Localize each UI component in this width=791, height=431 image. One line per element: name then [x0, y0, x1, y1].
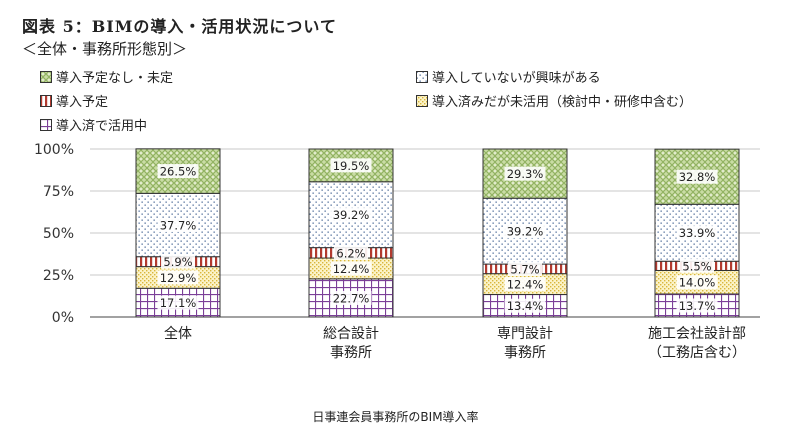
data-label: 29.3%: [507, 167, 544, 181]
data-label: 5.7%: [510, 262, 539, 276]
x-tick-label-line: 施工会社設計部: [648, 326, 746, 342]
data-label: 37.7%: [160, 219, 197, 233]
data-label-bg: [680, 258, 714, 273]
x-tick-label-line: 専門設計: [497, 326, 553, 342]
x-tick-label: 総合設計 事務所: [281, 325, 421, 363]
data-label: 17.1%: [160, 296, 197, 310]
y-tick-label: 25%: [43, 268, 74, 284]
legend-label-unused: 導入済みだが未活用（検討中・研修中含む）: [432, 95, 693, 110]
y-tick-label: 0%: [52, 310, 74, 326]
data-label-bg: [157, 164, 199, 179]
data-label-bg: [157, 218, 199, 233]
data-label-bg: [161, 254, 195, 269]
data-label: 33.9%: [679, 226, 716, 240]
data-label-bg: [504, 224, 546, 239]
data-label: 39.2%: [507, 225, 544, 239]
data-label-bg: [504, 166, 546, 181]
data-label: 26.5%: [160, 165, 197, 179]
data-label-bg: [334, 245, 368, 260]
x-tick-label-line: 事務所: [330, 345, 372, 361]
data-label-bg: [676, 169, 718, 184]
data-label: 6.2%: [336, 246, 365, 260]
bar-segment: [308, 278, 394, 318]
data-label-bg: [330, 158, 372, 173]
legend-item-no-plan: 導入予定なし・未定: [40, 67, 173, 86]
legend-item-interested: 導入していないが興味がある: [416, 67, 601, 86]
data-label: 39.2%: [333, 208, 370, 222]
data-label-bg: [676, 298, 718, 313]
data-label-bg: [330, 261, 372, 276]
y-tick-label: 50%: [43, 226, 74, 242]
y-tick-label: 75%: [43, 184, 74, 200]
x-tick-label-line: 総合設計: [323, 326, 379, 342]
x-tick-label-line: 全体: [164, 326, 192, 342]
data-label-bg: [676, 225, 718, 240]
legend-label-planned: 導入予定: [56, 95, 109, 110]
legend-label-active: 導入済で活用中: [56, 119, 148, 134]
data-label: 32.8%: [679, 170, 716, 184]
legend-item-unused: 導入済みだが未活用（検討中・研修中含む）: [416, 91, 692, 110]
legend-item-planned: 導入予定: [40, 91, 108, 110]
data-label: 14.0%: [679, 276, 716, 290]
x-tick-label-line: （工務店含む）: [648, 345, 746, 361]
data-label: 19.5%: [333, 159, 370, 173]
data-label: 12.9%: [160, 271, 197, 285]
legend-label-no-plan: 導入予定なし・未定: [56, 71, 174, 86]
data-labels: 17.1% 12.9% 5.9% 37.7% 26.5% 22.7% 12.4% 6.2% 39…: [157, 158, 718, 313]
data-label-bg: [330, 290, 372, 305]
legend: 導入予定なし・未定 導入していないが興味がある 導入予定 導入済みだが未活用（検…: [0, 0, 791, 140]
legend-label-interested: 導入していないが興味がある: [432, 71, 601, 86]
data-label: 5.5%: [682, 259, 711, 273]
data-label-bg: [508, 261, 542, 276]
legend-swatch-no-plan: [40, 70, 52, 83]
x-tick-label: 全体: [108, 325, 248, 344]
data-label-bg: [157, 295, 199, 310]
data-label: 12.4%: [507, 278, 544, 292]
data-label: 12.4%: [333, 262, 370, 276]
data-label-bg: [676, 275, 718, 290]
y-tick-label: 100%: [34, 142, 74, 158]
data-label-bg: [504, 298, 546, 313]
data-label-bg: [504, 277, 546, 292]
legend-swatch-unused: [416, 94, 428, 107]
data-label-bg: [330, 207, 372, 222]
data-label-bg: [157, 270, 199, 285]
x-tick-label-line: 事務所: [504, 345, 546, 361]
x-tick-label: 施工会社設計部 （工務店含む）: [627, 325, 767, 363]
data-label: 22.7%: [333, 291, 370, 305]
chart-title: 図表 5：BIMの導入・活用状況について: [22, 17, 337, 36]
legend-swatch-planned: [40, 94, 52, 107]
chart-subtitle: ＜全体・事務所形態別＞: [22, 40, 188, 58]
legend-swatch-interested: [416, 70, 428, 83]
y-axis: 0% 25% 50% 75% 100%: [34, 142, 74, 326]
legend-swatch-active: [40, 118, 52, 131]
legend-item-active: 導入済で活用中: [40, 115, 147, 134]
x-tick-label: 専門設計 事務所: [455, 325, 595, 363]
data-label: 5.9%: [163, 255, 192, 269]
data-label: 13.7%: [679, 299, 716, 313]
chart-caption: 日事連会員事務所のBIM導入率: [312, 410, 479, 424]
data-label: 13.4%: [507, 299, 544, 313]
